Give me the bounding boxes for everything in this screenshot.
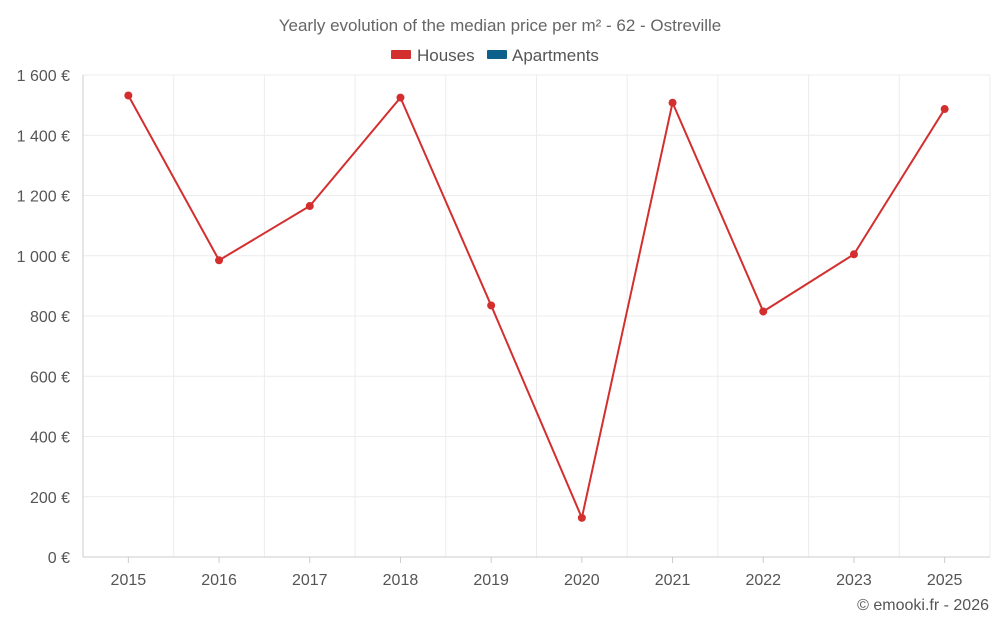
data-point <box>305 202 314 211</box>
x-tick-label: 2016 <box>201 572 237 589</box>
y-tick-label: 0 € <box>48 550 70 567</box>
credit-text: © emooki.fr - 2026 <box>857 597 989 614</box>
series-layer <box>124 91 949 522</box>
x-tick-label: 2021 <box>655 572 691 589</box>
series-line-houses <box>127 95 946 519</box>
data-point <box>577 513 586 522</box>
legend-label-houses: Houses <box>417 46 475 65</box>
data-point <box>215 256 224 265</box>
legend: Houses Apartments <box>391 46 599 65</box>
x-tick-label: 2025 <box>927 572 963 589</box>
x-tick-label: 2018 <box>383 572 419 589</box>
x-tick-label: 2019 <box>473 572 509 589</box>
x-tick-label: 2015 <box>111 572 147 589</box>
legend-label-apartments: Apartments <box>512 46 599 65</box>
y-tick-label: 200 € <box>30 490 70 507</box>
x-tick-label: 2023 <box>836 572 872 589</box>
y-tick-label: 1 600 € <box>17 68 70 85</box>
data-point <box>124 91 133 100</box>
data-point <box>759 307 768 316</box>
x-tick-label: 2017 <box>292 572 328 589</box>
axes: 0 € 200 € 400 € 600 € 800 € 1 000 € 1 200 € 1 4… <box>17 68 990 589</box>
y-tick-label: 1 000 € <box>17 249 70 266</box>
data-point <box>396 93 405 102</box>
grid <box>82 74 991 558</box>
x-tick-label: 2020 <box>564 572 600 589</box>
data-point <box>849 250 858 259</box>
y-tick-label: 1 400 € <box>17 128 70 145</box>
chart-title: Yearly evolution of the median price per… <box>279 16 722 35</box>
legend-swatch-apartments <box>487 50 507 59</box>
x-tick-label: 2022 <box>745 572 781 589</box>
data-point <box>487 301 496 310</box>
y-tick-label: 600 € <box>30 369 70 386</box>
data-point <box>668 98 677 107</box>
legend-swatch-houses <box>391 50 411 59</box>
data-point <box>940 105 949 114</box>
y-tick-label: 400 € <box>30 430 70 447</box>
y-tick-label: 1 200 € <box>17 189 70 206</box>
y-tick-label: 800 € <box>30 309 70 326</box>
